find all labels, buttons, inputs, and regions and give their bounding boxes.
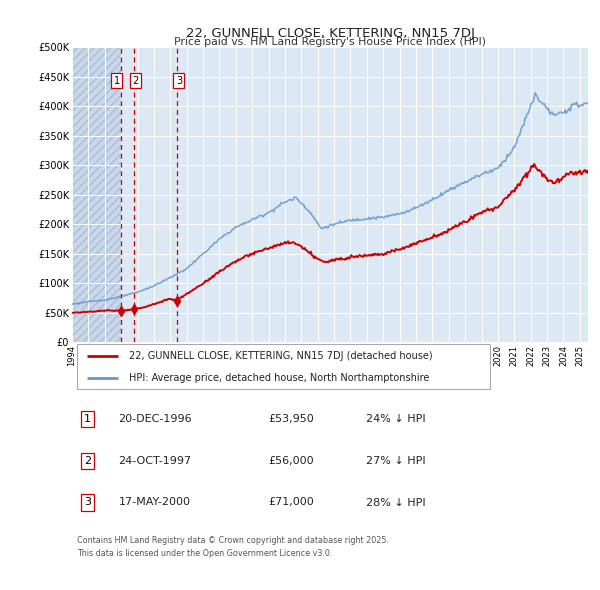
Text: 1: 1 xyxy=(113,76,119,86)
Text: 3: 3 xyxy=(84,497,91,507)
Text: 17-MAY-2000: 17-MAY-2000 xyxy=(118,497,190,507)
Text: 22, GUNNELL CLOSE, KETTERING, NN15 7DJ: 22, GUNNELL CLOSE, KETTERING, NN15 7DJ xyxy=(185,27,475,40)
Text: 2: 2 xyxy=(84,455,91,466)
Text: 20-DEC-1996: 20-DEC-1996 xyxy=(118,414,192,424)
Bar xyxy=(72,47,121,342)
Text: 24% ↓ HPI: 24% ↓ HPI xyxy=(366,414,426,424)
Text: 2: 2 xyxy=(132,76,139,86)
Text: Price paid vs. HM Land Registry's House Price Index (HPI): Price paid vs. HM Land Registry's House … xyxy=(174,37,486,47)
Text: 1: 1 xyxy=(84,414,91,424)
Text: HPI: Average price, detached house, North Northamptonshire: HPI: Average price, detached house, Nort… xyxy=(129,373,429,383)
Text: 27% ↓ HPI: 27% ↓ HPI xyxy=(366,455,426,466)
Text: £53,950: £53,950 xyxy=(268,414,314,424)
FancyBboxPatch shape xyxy=(77,345,490,389)
Text: Contains HM Land Registry data © Crown copyright and database right 2025.
This d: Contains HM Land Registry data © Crown c… xyxy=(77,536,389,558)
Text: £56,000: £56,000 xyxy=(268,455,314,466)
Text: 24-OCT-1997: 24-OCT-1997 xyxy=(118,455,191,466)
Bar xyxy=(72,47,121,342)
Text: £71,000: £71,000 xyxy=(268,497,314,507)
Text: 28% ↓ HPI: 28% ↓ HPI xyxy=(366,497,426,507)
Text: 22, GUNNELL CLOSE, KETTERING, NN15 7DJ (detached house): 22, GUNNELL CLOSE, KETTERING, NN15 7DJ (… xyxy=(129,350,433,360)
Text: 3: 3 xyxy=(176,76,182,86)
